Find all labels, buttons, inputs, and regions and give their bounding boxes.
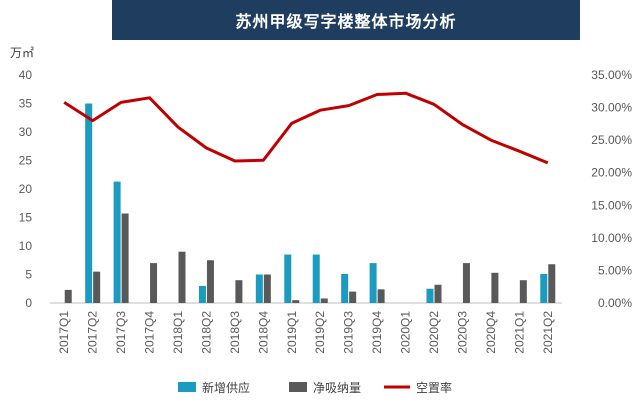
x-tick-label: 2020Q2 xyxy=(427,311,441,354)
y-left-tick-label: 0 xyxy=(25,296,32,310)
bar-net-absorption xyxy=(548,264,556,303)
x-tick-label: 2019Q2 xyxy=(313,311,327,354)
x-tick-label: 2018Q4 xyxy=(256,311,270,354)
bar-net-absorption xyxy=(434,284,442,303)
x-tick-label: 2019Q4 xyxy=(370,311,384,354)
bar-new-supply xyxy=(85,103,93,303)
bar-net-absorption xyxy=(178,251,186,303)
bar-net-absorption xyxy=(263,274,271,303)
x-tick-label: 2019Q3 xyxy=(342,311,356,354)
y-right-tick-label: 25.00% xyxy=(591,133,632,147)
bar-new-supply xyxy=(540,273,548,303)
bar-net-absorption xyxy=(519,280,527,303)
y-left-tick-label: 5 xyxy=(25,268,32,282)
x-tick-label: 2020Q1 xyxy=(399,311,413,354)
y-right-tick-label: 10.00% xyxy=(591,231,632,245)
y-right-tick-label: 20.00% xyxy=(591,166,632,180)
bar-net-absorption xyxy=(64,289,72,303)
y-right-tick-label: 30.00% xyxy=(591,101,632,115)
bar-net-absorption xyxy=(206,260,214,303)
bar-new-supply xyxy=(369,263,377,303)
legend-new-supply-label: 新增供应 xyxy=(202,380,250,395)
bar-net-absorption xyxy=(93,271,101,303)
x-tick-label: 2020Q3 xyxy=(455,311,469,354)
bar-net-absorption xyxy=(349,291,357,303)
x-tick-label: 2017Q1 xyxy=(57,311,71,354)
y-left-tick-label: 15 xyxy=(19,211,33,225)
left-axis-unit: 万㎡ xyxy=(10,46,34,60)
x-tick-label: 2021Q2 xyxy=(541,311,555,354)
y-left-tick-label: 25 xyxy=(19,154,33,168)
plot-area: 0 5 10 15 20 25 30 35 40 0.00% 5.00% 10.00% 15.00% 20… xyxy=(19,68,633,354)
x-tick-label: 2017Q3 xyxy=(114,311,128,354)
x-tick-label: 2018Q1 xyxy=(171,311,185,354)
legend-net-absorption-label: 净吸纳量 xyxy=(313,381,361,395)
x-tick-label: 2017Q2 xyxy=(86,311,100,354)
x-tick-label: 2018Q2 xyxy=(199,311,213,354)
bar-new-supply xyxy=(198,285,206,303)
y-left-tick-label: 10 xyxy=(19,239,33,253)
y-left-tick-label: 35 xyxy=(19,97,33,111)
legend-new-supply-swatch xyxy=(178,382,196,392)
chart-title: 苏州甲级写字楼整体市场分析 xyxy=(112,0,580,40)
x-tick-label: 2017Q4 xyxy=(143,311,157,354)
bar-new-supply xyxy=(341,273,349,303)
y-right-tick-label: 15.00% xyxy=(591,198,632,212)
bar-net-absorption xyxy=(320,298,328,303)
y-right-tick-label: 35.00% xyxy=(591,68,632,82)
bar-net-absorption xyxy=(292,300,300,303)
x-tick-label: 2019Q1 xyxy=(285,311,299,354)
y-left-tick-label: 40 xyxy=(19,68,33,82)
bar-net-absorption xyxy=(377,289,385,303)
x-tick-label: 2018Q3 xyxy=(228,311,242,354)
x-tick-label: 2021Q1 xyxy=(512,311,526,354)
bar-net-absorption xyxy=(462,263,470,303)
legend-net-absorption-swatch xyxy=(289,382,307,392)
bar-new-supply xyxy=(284,254,292,303)
bar-net-absorption xyxy=(491,272,499,303)
bar-new-supply xyxy=(312,254,320,303)
bar-new-supply xyxy=(426,288,434,303)
y-left-tick-label: 20 xyxy=(19,182,33,196)
y-right-tick-label: 0.00% xyxy=(598,296,632,310)
bar-net-absorption xyxy=(150,263,158,303)
y-right-tick-label: 5.00% xyxy=(598,263,632,277)
y-left-tick-label: 30 xyxy=(19,125,33,139)
bar-net-absorption xyxy=(121,213,129,303)
legend-vacancy-rate-label: 空置率 xyxy=(416,380,452,395)
bar-net-absorption xyxy=(235,280,243,303)
line-vacancy-rate xyxy=(63,91,549,165)
bar-new-supply xyxy=(255,274,263,303)
x-tick-label: 2020Q4 xyxy=(484,311,498,354)
bar-new-supply xyxy=(113,181,121,303)
legend: 新增供应 净吸纳量 空置率 xyxy=(178,380,452,395)
